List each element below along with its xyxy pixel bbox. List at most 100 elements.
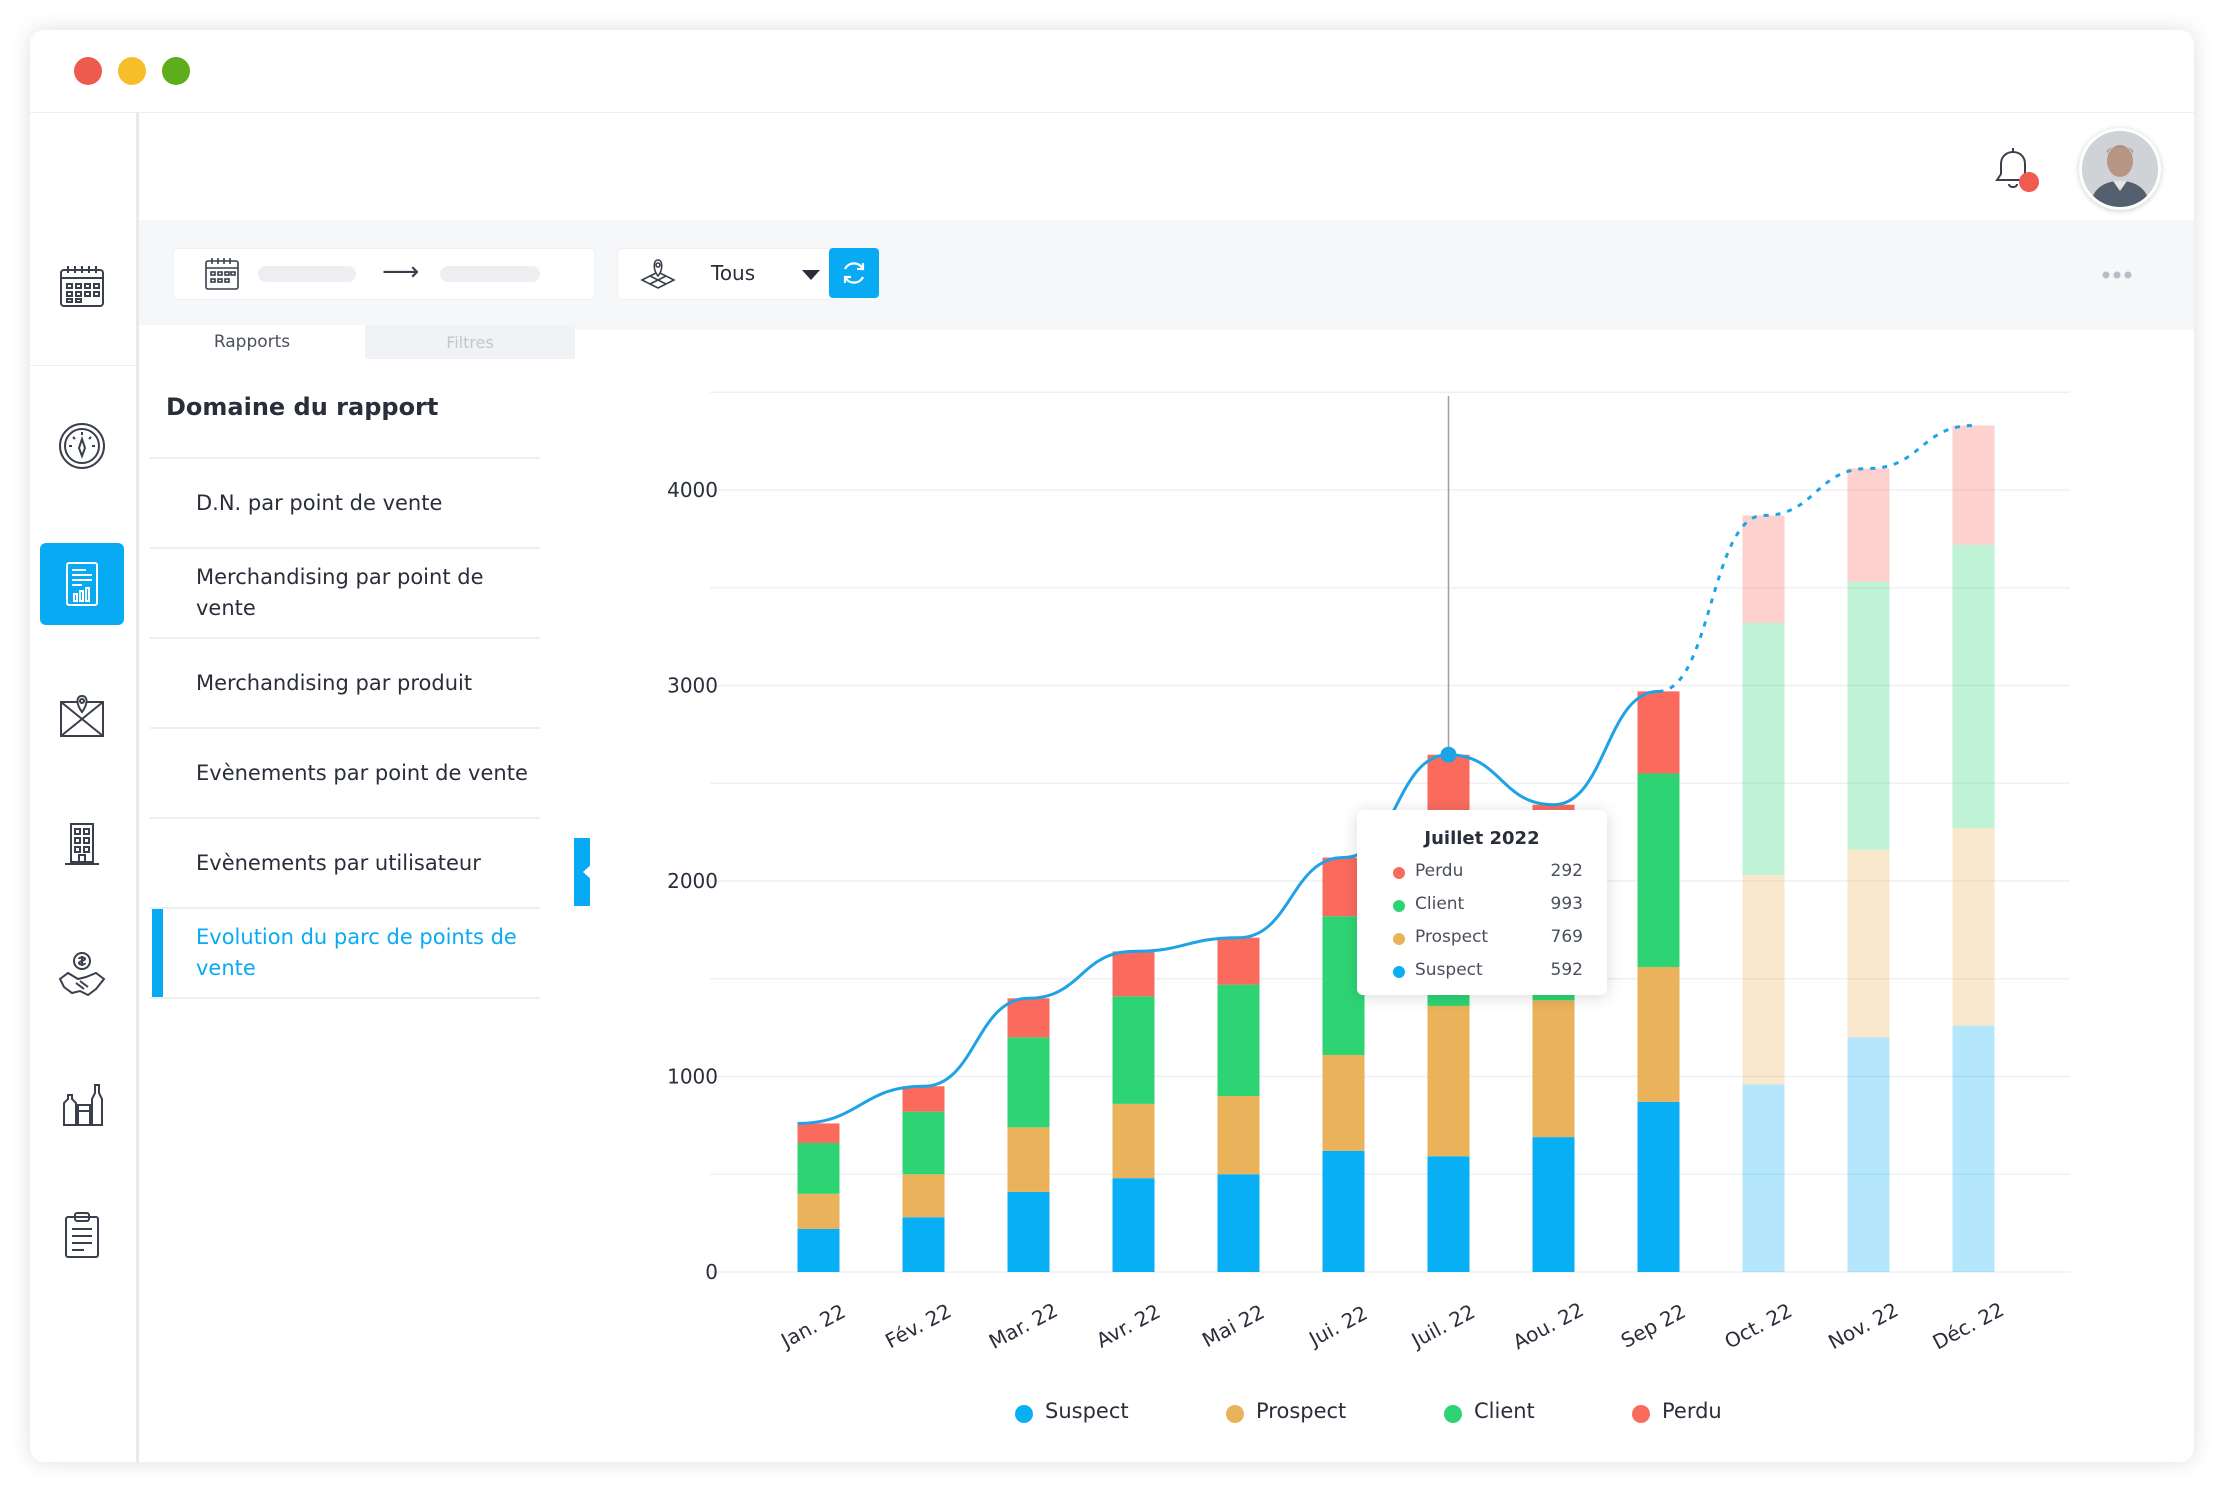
stacked-bar-chart: 0 1000 2000 3000 4000 Jan. 22 Fév. 22 Mar. 22 Av… [667,391,2070,1354]
refresh-icon [843,262,865,284]
sidebar-nav [30,112,139,1462]
building-icon [65,823,99,865]
notification-badge [2019,172,2039,192]
tooltip-series-value: 592 [1550,960,1583,980]
legend-label: Perdu [1662,1399,1722,1423]
bar-segment-suspect [1427,1156,1470,1272]
bell-icon [1995,148,2031,188]
bar-segment-suspect [1007,1191,1050,1272]
report-item-label: Merchandising par produit [196,670,473,695]
sidebar-item-dashboard[interactable] [40,405,124,487]
report-item-label: Evènements par point de vente [196,760,528,785]
start-date-placeholder[interactable] [258,266,356,282]
tooltip-series-name: Suspect [1415,960,1483,980]
x-tick-label: Avr. 22 [1092,1299,1164,1353]
sidebar-item-tasks[interactable] [40,1194,124,1276]
tooltip-row-suspect: Suspect 592 [1393,960,1583,984]
legend-dot [1632,1405,1650,1423]
bar-segment-suspect [1217,1174,1260,1272]
y-tick-label: 1000 [667,1065,718,1089]
report-item-merchandising-produit[interactable]: Merchandising par produit [150,637,540,727]
bar-segment-perdu [1742,515,1785,623]
chart-tooltip: Juillet 2022 Perdu 292 Client 993 Prospe… [1357,810,1607,995]
trend-line [797,689,1659,1125]
bar-segment-perdu [1637,691,1680,774]
x-tick-label: Oct. 22 [1720,1298,1796,1353]
handshake-dollar-icon [58,952,106,997]
tooltip-title: Juillet 2022 [1424,828,1540,849]
active-item-indicator [152,909,163,997]
bar-segment-prospect [1847,849,1890,1038]
more-options-button[interactable] [2100,260,2134,290]
notifications-button[interactable] [1989,144,2039,196]
bar-segment-prospect [1007,1127,1050,1192]
x-tick-label: Nov. 22 [1824,1297,1902,1354]
bar-segment-suspect [1532,1137,1575,1272]
tooltip-row-client: Client 993 [1393,894,1583,918]
y-tick-label: 2000 [667,869,718,893]
bar-segment-client [1112,996,1155,1104]
report-item-evenements-point-de-vente[interactable]: Evènements par point de vente [150,727,540,817]
report-item-dn-par-point-de-vente[interactable]: D.N. par point de vente [150,457,540,547]
refresh-button[interactable] [829,248,879,298]
bar-segment-perdu [1847,468,1890,582]
close-window-button[interactable] [74,57,102,85]
sidebar-item-building[interactable] [40,803,124,885]
sidebar-divider [30,365,136,366]
sidebar-item-map[interactable] [40,675,124,757]
bar-segment-client [797,1142,840,1194]
x-tick-label: Mai 22 [1198,1300,1268,1353]
chevron-left-icon [582,863,593,881]
bar-segment-prospect [1217,1096,1260,1175]
store-select[interactable]: Tous [617,248,844,300]
bar-segment-perdu [1217,937,1260,985]
panel-title: Domaine du rapport [166,393,439,421]
sidebar-item-products[interactable] [40,1064,124,1146]
report-icon [66,562,98,606]
report-item-label: Merchandising par point de vente [196,565,484,620]
tab-rapports[interactable]: Rapports [139,325,365,359]
tab-filtres[interactable]: Filtres [365,325,575,359]
bar-segment-client [1217,984,1260,1097]
y-tick-label: 4000 [667,478,718,502]
products-bottles-icon [63,1084,103,1126]
report-item-label: D.N. par point de vente [196,490,443,515]
tooltip-dot [1393,966,1405,978]
y-tick-label: 3000 [667,674,718,698]
report-item-merchandising-point-de-vente[interactable]: Merchandising par point de vente [150,547,540,637]
report-item-label: Evolution du parc de points de vente [196,925,517,980]
bar-segment-prospect [1112,1103,1155,1179]
ellipsis-icon [2102,271,2132,279]
bar-segment-perdu [797,1123,840,1143]
x-tick-label: Mar. 22 [985,1298,1062,1354]
bar-segment-suspect [1112,1178,1155,1272]
tooltip-series-name: Client [1415,894,1465,914]
report-item-evenements-utilisateur[interactable]: Evènements par utilisateur [150,817,540,907]
user-avatar[interactable] [2079,128,2161,210]
title-bar [30,30,2194,113]
x-tick-label: Jui. 22 [1303,1301,1371,1352]
bar-segment-perdu [1007,998,1050,1038]
bar-segment-prospect [902,1174,945,1218]
sidebar-item-deals[interactable] [40,934,124,1016]
bar-segment-prospect [1532,1000,1575,1138]
end-date-placeholder[interactable] [440,266,540,282]
bar-segment-prospect [1637,967,1680,1102]
sidebar-item-calendar[interactable] [40,246,124,328]
sidebar-item-reports[interactable] [40,543,124,625]
legend-dot [1226,1405,1244,1423]
bar-segment-client [902,1111,945,1175]
maximize-window-button[interactable] [162,57,190,85]
bar-segment-suspect [797,1228,840,1272]
map-pin-icon [640,259,676,289]
tooltip-dot [1393,933,1405,945]
report-item-label: Evènements par utilisateur [196,850,481,875]
date-range-picker[interactable]: ⟶ [173,248,595,300]
report-item-evolution-parc[interactable]: Evolution du parc de points de vente [150,907,540,999]
bar-segment-suspect [1742,1084,1785,1272]
chart-card: 0 1000 2000 3000 4000 Jan. 22 Fév. 22 Mar. 22 Av… [590,336,2178,1454]
tooltip-series-name: Prospect [1415,927,1489,947]
minimize-window-button[interactable] [118,57,146,85]
x-tick-label: Fév. 22 [881,1299,955,1354]
bar-segment-prospect [1427,1005,1470,1157]
